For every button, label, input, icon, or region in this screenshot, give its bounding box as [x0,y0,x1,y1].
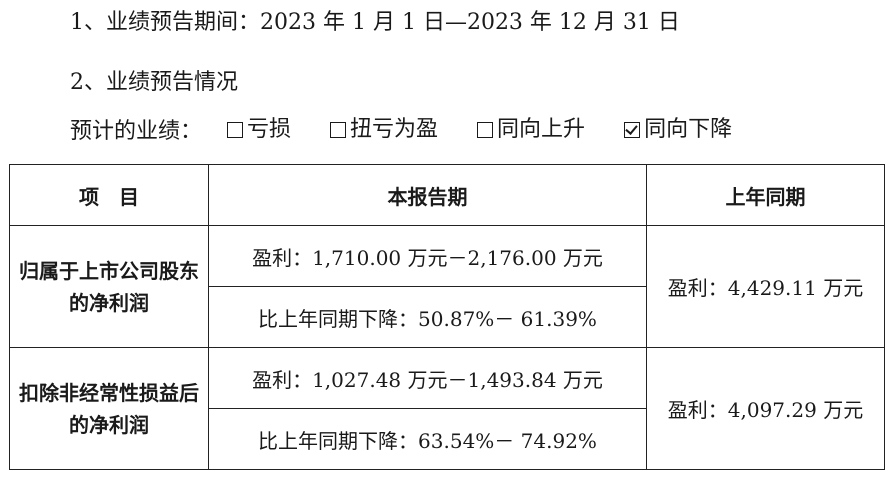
checkbox-increase[interactable] [477,122,494,138]
option-increase-label: 同向上升 [497,117,586,142]
forecast-type-label: 预计的业绩： [70,119,203,144]
current-change-range: 比上年同期下降：63.54%－ 74.92% [208,408,647,470]
forecast-situation-title: 2、业绩预告情况 [70,70,238,95]
forecast-period-line: 1、业绩预告期间：2023 年 1 月 1 日—2023 年 12 月 31 日 [70,10,680,35]
previous-profit: 盈利：4,097.29 万元 [646,347,885,470]
header-item: 项 目 [9,164,209,226]
checkbox-turnaround[interactable] [330,122,347,138]
current-change-range: 比上年同期下降：50.87%－ 61.39% [208,286,647,348]
row-item-net-profit-deducted: 扣除非经常性损益后的净利润 [9,347,209,470]
header-current-period: 本报告期 [208,164,647,226]
performance-forecast-table: 项 目 本报告期 上年同期 归属于上市公司股东的净利润 盈利：1,710.00 … [9,164,885,470]
current-profit-range: 盈利：1,027.48 万元－1,493.84 万元 [208,347,647,409]
current-profit-range: 盈利：1,710.00 万元－2,176.00 万元 [208,225,647,287]
previous-profit: 盈利：4,429.11 万元 [646,225,885,348]
option-decrease[interactable]: 同向下降 [624,115,732,145]
option-turnaround-label: 扭亏为盈 [350,117,439,142]
option-loss-label: 亏损 [247,117,292,142]
table-header-row: 项 目 本报告期 上年同期 [9,164,885,226]
option-decrease-label: 同向下降 [644,117,733,142]
table-row: 扣除非经常性损益后的净利润 盈利：1,027.48 万元－1,493.84 万元… [9,347,885,470]
table-row: 比上年同期下降：63.54%－ 74.92% [10,408,885,470]
header-previous-period: 上年同期 [646,164,885,226]
checkbox-decrease-checked[interactable] [624,122,641,138]
table-row: 比上年同期下降：50.87%－ 61.39% [10,286,885,348]
row-item-net-profit: 归属于上市公司股东的净利润 [9,225,209,348]
checkbox-loss[interactable] [227,122,244,138]
option-turnaround[interactable]: 扭亏为盈 [330,115,438,145]
option-increase[interactable]: 同向上升 [477,115,585,145]
forecast-type-line: 预计的业绩： 亏损 扭亏为盈 同向上升 同向下降 [70,115,732,147]
option-loss[interactable]: 亏损 [227,115,291,145]
table-row: 归属于上市公司股东的净利润 盈利：1,710.00 万元－2,176.00 万元… [9,225,885,348]
